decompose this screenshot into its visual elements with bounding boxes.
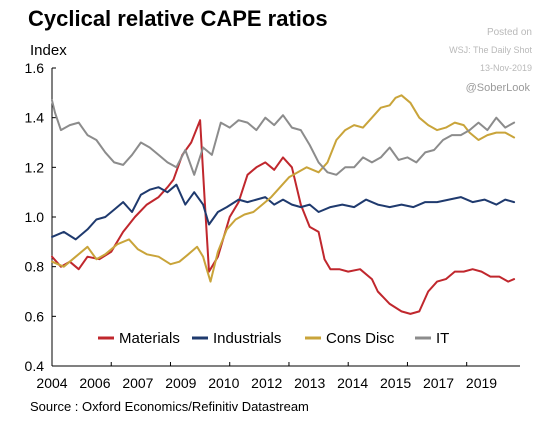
y-tick-label: 0.4 — [25, 358, 45, 374]
x-tick-label: 2006 — [79, 375, 110, 391]
x-tick-label: 2015 — [380, 375, 411, 391]
y-tick-label: 0.8 — [25, 259, 45, 275]
x-tick-label: 2019 — [466, 375, 497, 391]
legend-label: Industrials — [213, 330, 281, 347]
y-tick-label: 1.6 — [25, 60, 45, 76]
source-note: Source : Oxford Economics/Refinitiv Data… — [30, 399, 309, 414]
series-line-it — [51, 99, 516, 176]
x-tick-label: 2012 — [251, 375, 282, 391]
legend-label: Materials — [119, 330, 180, 347]
x-tick-label: 2014 — [337, 375, 368, 391]
y-tick-label: 1.2 — [25, 159, 45, 175]
y-tick-label: 1.4 — [25, 110, 45, 126]
series-line-materials — [51, 119, 516, 315]
twitter-handle: @SoberLook — [465, 82, 530, 94]
x-tick-label: 2010 — [208, 375, 239, 391]
y-tick-label: 1.0 — [25, 209, 45, 225]
x-tick-label: 2009 — [165, 375, 196, 391]
x-tick-label: 2013 — [294, 375, 325, 391]
publisher-label: WSJ: The Daily Shot — [449, 45, 532, 55]
x-tick-label: 2007 — [122, 375, 153, 391]
posted-date: 13-Nov-2019 — [479, 63, 532, 73]
legend-label: IT — [436, 330, 449, 347]
y-tick-label: 0.6 — [25, 308, 45, 324]
x-tick-label: 2004 — [36, 375, 67, 391]
x-tick-label: 2017 — [423, 375, 454, 391]
chart-title: Cyclical relative CAPE ratios — [28, 6, 328, 31]
series-line-industrials — [51, 183, 516, 241]
posted-on-label: Posted on — [486, 27, 532, 38]
series-line-cons-disc — [51, 94, 516, 283]
y-axis-label: Index — [30, 42, 67, 59]
legend-label: Cons Disc — [326, 330, 395, 347]
